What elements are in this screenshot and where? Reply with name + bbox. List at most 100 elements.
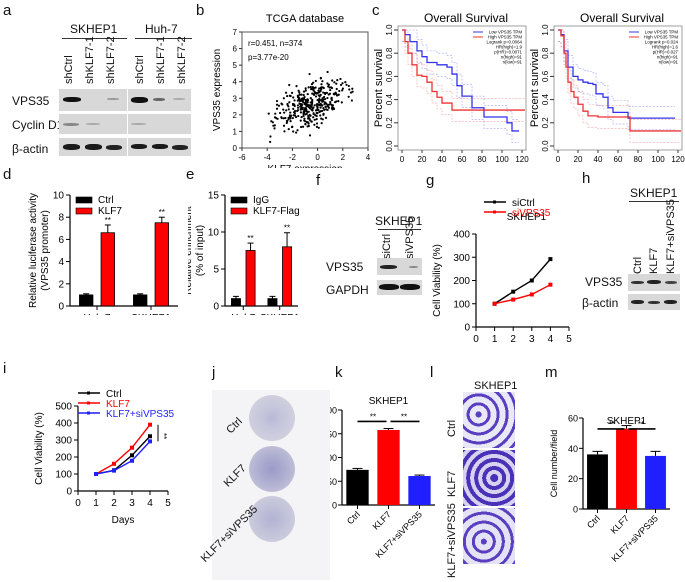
scatter-point [304,120,307,123]
scatter-point [324,105,327,109]
scatter-point [271,121,274,124]
y-tick-label: 1.0 [385,24,394,36]
scatter-point [299,105,302,108]
band [631,281,644,284]
stat-label: n(high)=91 [501,55,523,60]
scatter-point [298,102,301,105]
band [107,98,119,100]
y-axis-label: Relative luciferase activity [28,193,39,308]
x-tick-label: Huh-7 [83,313,111,315]
scatter-point [289,111,292,114]
group-label-skhep1: SKHEP1 [70,22,118,36]
x-tick-label: Ctrl [585,513,602,530]
blot-strip [377,280,422,295]
scatter-point [279,111,282,115]
x-tick-label: 3 [129,498,135,509]
legend-swatch [75,196,93,204]
scatter-point [322,91,325,94]
band [172,145,188,150]
panel-letter-f: f [316,172,321,189]
scatter-point [326,82,329,85]
scatter-point [269,135,272,138]
row-label-klf7-sivps35: KLF7+siVPS35 [446,503,458,578]
scatter-point [299,108,302,111]
data-point [529,292,534,297]
scatter-point [311,98,314,101]
data-point [548,282,553,287]
y-tick-label: 7 [233,28,238,37]
scatter-point [320,88,323,91]
x-tick-label: 1 [93,498,99,509]
bar-klf7 [377,429,400,505]
confidence-band-lower [558,41,675,131]
y-tick-label: 100 [330,453,337,463]
scatter-point [307,121,310,124]
bar-klf7 [100,232,115,307]
y-axis-label: Percent survival [373,49,385,127]
confidence-band-upper [402,29,525,99]
scatter-point [302,114,305,118]
blot-strip [59,89,127,111]
band [409,266,418,268]
scatter-point [300,115,303,119]
scatter-point [347,84,350,88]
lane-label: shCtrl [63,55,75,84]
scatter-point [324,116,328,119]
y-tick-label: 5 [233,61,238,70]
x-tick-label: -2 [289,153,297,162]
panel-letter-m: m [545,364,558,381]
scatter-point [322,107,325,110]
scatter-point [305,100,308,103]
scatter-point [315,111,318,115]
scatter-point [292,103,295,107]
y-tick-label: 40 [568,444,578,454]
significance-mark: ** [638,420,644,429]
lane-label: shKLF7-2 [105,36,117,84]
scatter-point [327,85,330,88]
panel-letter-d: d [3,166,12,183]
y-tick-label: 400 [55,419,72,430]
scatter-point [331,79,334,82]
significance-mark: ** [159,208,165,217]
y-tick-label: 0.0 [541,140,550,152]
scatter-point [309,85,312,89]
x-tick-label: 0 [315,153,320,162]
legend-label: siCtrl [512,198,535,209]
bar-chart-clone-numbers: SKHEP1050100150200Clone NumbersCtrlKLF7K… [330,396,435,560]
scatter-point [296,104,300,107]
x-tick-label: 120 [671,155,685,163]
scatter-point [335,87,338,91]
legend-label: KLF7 [106,399,130,410]
scatter-point [290,125,294,129]
scatter-point [292,130,295,133]
significance-mark: ** [609,420,615,429]
x-tick-label: 80 [634,155,643,163]
chart-title: TCGA database [266,13,344,25]
y-tick-label: 1 [233,127,238,136]
scatter-point [323,101,327,104]
scatter-point [310,108,313,111]
series-line-sictrl [494,258,551,305]
bar-klf7 [154,222,169,307]
scatter-point [312,81,315,84]
legend-label: IgG [253,195,269,206]
y-tick-label: 2 [58,279,64,290]
band [665,281,677,284]
scatter-point [310,88,313,91]
x-tick-label: 100 [651,155,665,163]
y-axis-label: VPS35 expression [212,49,223,131]
transwell-image-klf7-sivps35 [463,508,515,564]
scatter-point [298,91,301,94]
legend-marker [87,401,90,405]
x-tick-label: 5 [566,334,572,345]
scatter-point [300,93,303,96]
scatter-point [297,89,300,92]
y-tick-label: 0.4 [541,93,550,105]
scatter-point [326,96,329,100]
x-tick-label: 100 [495,155,509,163]
scatter-point [323,92,327,96]
scatter-point [337,99,340,103]
y-tick-label: 20 [568,474,578,484]
significance-mark: ** [370,412,376,421]
scatter-point [282,124,286,127]
